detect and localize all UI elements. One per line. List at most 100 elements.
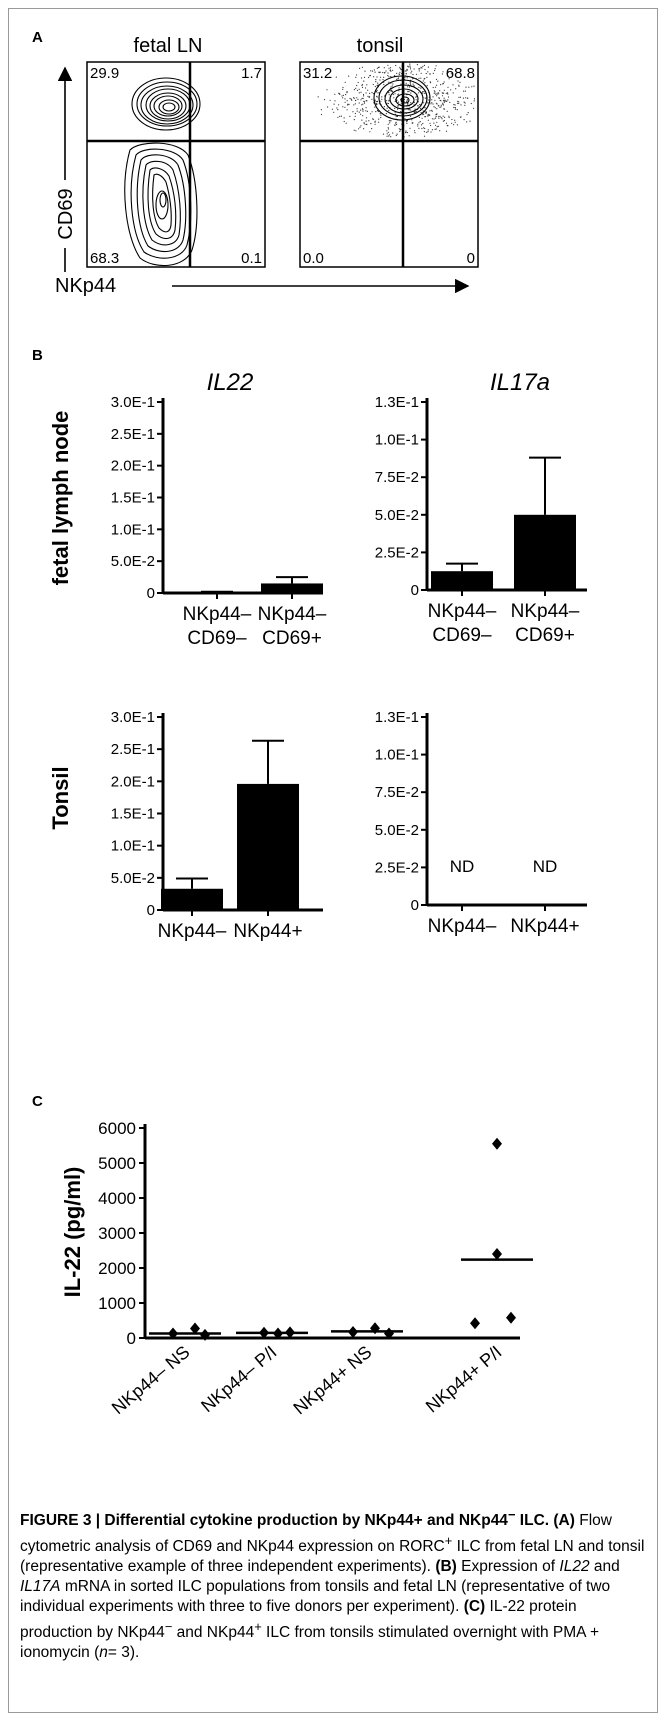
scatter-dot bbox=[436, 93, 438, 95]
scatter-dot bbox=[443, 108, 445, 110]
x-tick-label: NKp44– bbox=[428, 916, 497, 937]
scatter-dot bbox=[407, 103, 409, 105]
x-tick-label: NKp44– bbox=[511, 601, 580, 622]
scatter-dot bbox=[427, 71, 429, 73]
scatter-dot bbox=[371, 111, 373, 113]
scatter-dot bbox=[365, 110, 367, 112]
scatter-dot bbox=[429, 73, 431, 75]
scatter-dot bbox=[345, 122, 347, 124]
scatter-dot bbox=[372, 83, 374, 86]
scatter-dot bbox=[371, 98, 373, 100]
scatter-dot bbox=[434, 99, 436, 101]
scatter-dot bbox=[423, 64, 426, 66]
y-tick-label: 3.0E-1 bbox=[111, 709, 155, 726]
scatter-dot bbox=[348, 75, 350, 77]
scatter-dot bbox=[355, 130, 357, 132]
scatter-dot bbox=[434, 68, 436, 70]
scatter-dot bbox=[377, 92, 379, 94]
row-label-tonsil: Tonsil bbox=[48, 766, 73, 829]
y-tick-label: 1000 bbox=[98, 1294, 136, 1313]
not-detected-label: ND bbox=[450, 857, 475, 876]
caption-text-a2: ILC from fetal LN and tonsil (representa… bbox=[20, 1538, 645, 1576]
fetal-quadrant-ul: 29.9 bbox=[90, 65, 119, 82]
scatter-dot bbox=[366, 110, 368, 112]
tonsil-quadrant-lr: 0 bbox=[467, 250, 475, 267]
scatter-dot bbox=[387, 102, 390, 105]
scatter-dot bbox=[373, 69, 375, 71]
scatter-dot bbox=[354, 103, 356, 105]
scatter-dot bbox=[384, 72, 386, 74]
scatter-dot bbox=[408, 86, 411, 88]
scatter-dot bbox=[369, 131, 371, 133]
scatter-dot bbox=[420, 124, 423, 126]
scatter-dot bbox=[363, 102, 366, 104]
scatter-dot bbox=[436, 108, 438, 110]
scatter-dot bbox=[439, 130, 441, 132]
x-tick-label: NKp44– bbox=[258, 604, 327, 625]
scatter-dot bbox=[410, 109, 412, 111]
scatter-dot bbox=[355, 76, 357, 78]
scatter-dot bbox=[373, 76, 375, 78]
scatter-dot bbox=[435, 128, 437, 130]
scatter-dot bbox=[400, 102, 402, 104]
scatter-dot bbox=[424, 77, 426, 80]
scatter-dot bbox=[464, 102, 466, 104]
scatter-dot bbox=[460, 104, 462, 106]
scatter-dot bbox=[376, 100, 379, 103]
scatter-dot bbox=[453, 104, 455, 106]
scatter-dot bbox=[374, 85, 376, 88]
scatter-dot bbox=[361, 86, 364, 88]
scatter-dot bbox=[456, 102, 459, 104]
scatter-dot bbox=[342, 94, 344, 96]
scatter-dot bbox=[353, 89, 355, 91]
scatter-dot bbox=[456, 109, 458, 111]
figure-caption: FIGURE 3 | Differential cytokine product… bbox=[20, 1507, 645, 1662]
scatter-dot bbox=[440, 104, 442, 106]
scatter-dot bbox=[409, 63, 411, 65]
scatter-dot bbox=[361, 66, 363, 68]
scatter-dot bbox=[389, 69, 391, 71]
scatter-dot bbox=[396, 123, 398, 126]
scatter-dot bbox=[439, 106, 441, 108]
scatter-dot bbox=[419, 104, 421, 106]
scatter-dot bbox=[410, 102, 412, 104]
scatter-dot bbox=[436, 103, 438, 105]
scatter-dot bbox=[473, 85, 475, 87]
scatter-dot bbox=[395, 115, 397, 118]
scatter-dot bbox=[395, 64, 397, 67]
x-tick-label: CD69+ bbox=[262, 628, 322, 649]
scatter-dot bbox=[434, 128, 436, 130]
scatter-dot bbox=[388, 134, 391, 136]
scatter-dot bbox=[434, 107, 436, 109]
x-tick-label: CD69– bbox=[187, 628, 247, 649]
scatter-dot bbox=[407, 90, 409, 93]
scatter-dot bbox=[398, 90, 400, 92]
scatter-dot bbox=[394, 107, 396, 109]
scatter-dot bbox=[404, 70, 406, 72]
scatter-dot bbox=[413, 111, 415, 113]
scatter-dot bbox=[432, 72, 434, 74]
scatter-dot bbox=[387, 127, 389, 129]
scatter-dot bbox=[363, 123, 365, 125]
data-point bbox=[190, 1322, 200, 1335]
scatter-dot bbox=[342, 106, 344, 108]
scatter-dot bbox=[445, 130, 448, 132]
scatter-dot bbox=[357, 98, 359, 100]
scatter-dot bbox=[436, 121, 438, 123]
scatter-dot bbox=[362, 97, 364, 100]
scatter-dot bbox=[454, 107, 456, 109]
scatter-dot bbox=[409, 66, 411, 68]
scatter-dot bbox=[430, 124, 432, 127]
scatter-dot bbox=[423, 131, 425, 133]
scatter-dot bbox=[462, 97, 464, 99]
scatter-dot bbox=[356, 89, 359, 91]
panel-letter-a: A bbox=[32, 29, 43, 46]
scatter-dot bbox=[388, 94, 390, 96]
contour-upper-population bbox=[131, 77, 201, 131]
bar bbox=[237, 783, 299, 910]
scatter-dot bbox=[435, 116, 437, 118]
scatter-dot bbox=[430, 131, 432, 133]
y-tick-label: 1.3E-1 bbox=[375, 394, 419, 411]
scatter-dot bbox=[433, 90, 435, 92]
scatter-dot bbox=[341, 95, 343, 97]
